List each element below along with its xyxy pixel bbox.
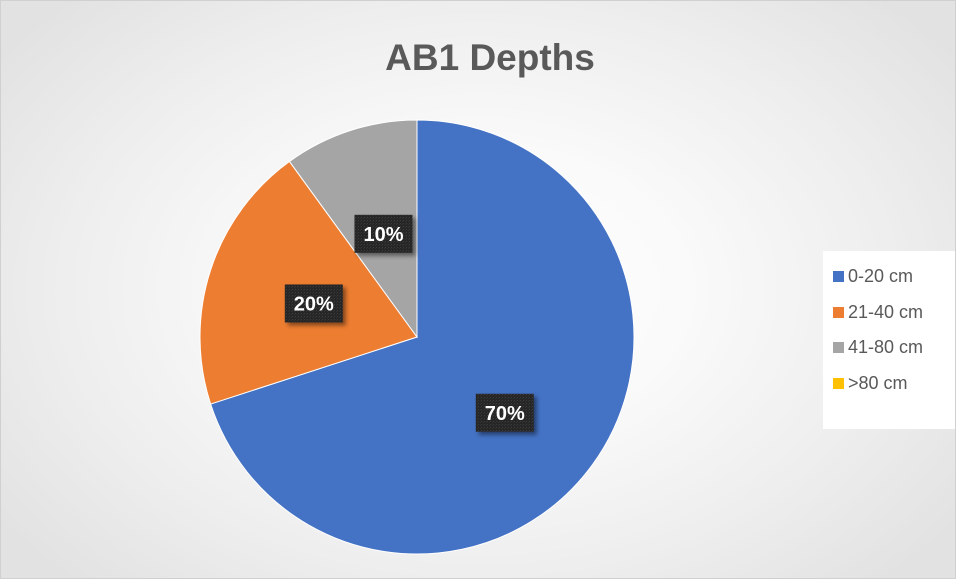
chart-title: AB1 Depths: [385, 37, 595, 78]
legend-swatch: [833, 342, 844, 354]
data-label: 70%: [475, 393, 534, 432]
legend-item: 0-20 cm: [823, 259, 955, 295]
data-label: 10%: [354, 214, 413, 253]
data-label-box: [354, 214, 413, 253]
legend-label: 0-20 cm: [848, 266, 914, 287]
legend-swatch: [833, 271, 844, 283]
legend-swatch: [833, 377, 844, 389]
legend-label: >80 cm: [848, 372, 908, 393]
data-label-text: 10%: [363, 224, 403, 246]
legend-swatch: [833, 306, 844, 318]
legend-item: >80 cm: [823, 366, 955, 402]
pie-slice-41-80-cm: [288, 119, 418, 339]
legend-item: 41-80 cm: [823, 330, 955, 366]
legend-label: 41-80 cm: [848, 337, 924, 358]
data-label-text: 70%: [485, 403, 525, 425]
legend-item: 21-40 cm: [823, 295, 955, 331]
data-label: 20%: [284, 284, 343, 323]
data-label-text: 20%: [294, 293, 334, 315]
pie-slice-21-40-cm: [199, 160, 418, 405]
legend-label: 21-40 cm: [848, 301, 924, 322]
pie-slice-0-20-cm: [209, 119, 635, 555]
data-label-box: [284, 284, 343, 323]
data-label-box: [475, 393, 534, 432]
legend: 0-20 cm 21-40 cm 41-80 cm >80 cm: [823, 251, 955, 429]
